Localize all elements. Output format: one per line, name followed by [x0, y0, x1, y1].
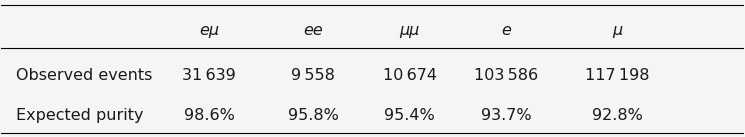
Text: 117 198: 117 198 [585, 68, 650, 83]
Text: Expected purity: Expected purity [16, 108, 144, 123]
Text: 103 586: 103 586 [474, 68, 538, 83]
Text: 95.8%: 95.8% [288, 108, 338, 123]
Text: 31 639: 31 639 [183, 68, 236, 83]
Text: e: e [501, 23, 511, 38]
Text: 92.8%: 92.8% [592, 108, 643, 123]
Text: 9 558: 9 558 [291, 68, 335, 83]
Text: 95.4%: 95.4% [384, 108, 435, 123]
Text: ee: ee [303, 23, 323, 38]
Text: eμ: eμ [199, 23, 219, 38]
Text: 98.6%: 98.6% [184, 108, 235, 123]
Text: 10 674: 10 674 [383, 68, 437, 83]
Text: μ: μ [612, 23, 623, 38]
Text: μμ: μμ [399, 23, 419, 38]
Text: 93.7%: 93.7% [481, 108, 531, 123]
Text: Observed events: Observed events [16, 68, 153, 83]
